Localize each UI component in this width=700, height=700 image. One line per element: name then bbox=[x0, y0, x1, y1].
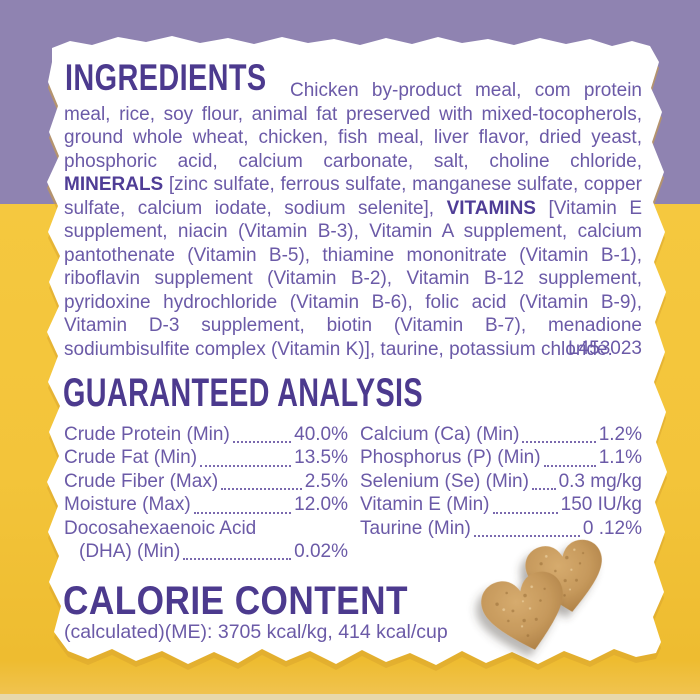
analysis-label: Docosahexaenoic Acid bbox=[64, 517, 257, 539]
dot-leader bbox=[492, 511, 558, 514]
analysis-row: (DHA) (Min) 0.02% bbox=[64, 541, 348, 564]
analysis-value: 0.3 mg/kg bbox=[558, 470, 642, 492]
kibble-heart bbox=[481, 571, 563, 650]
analysis-row: Vitamin E (Min) 150 IU/kg bbox=[360, 494, 642, 517]
ingredients-paragraph: Chicken by-product meal, com protein mea… bbox=[64, 62, 642, 361]
lot-code: L453023 bbox=[568, 337, 642, 359]
analysis-label: Phosphorus (P) (Min) bbox=[360, 447, 541, 469]
guaranteed-analysis-heading: GUARANTEED ANALYSIS bbox=[63, 371, 563, 415]
bag-bottom-edge bbox=[0, 694, 700, 700]
ingredients-text: Chicken by-product meal, com protein mea… bbox=[64, 80, 642, 172]
dot-leader bbox=[183, 558, 292, 561]
dot-leader bbox=[531, 488, 556, 491]
analysis-row: Phosphorus (P) (Min) 1.1% bbox=[360, 447, 642, 470]
vitamins-list: [Vitamin E supplement, niacin (Vitamin B… bbox=[64, 197, 642, 360]
vitamins-label: VITAMINS bbox=[446, 197, 536, 219]
ingredients-heading: INGREDIENTS bbox=[65, 59, 323, 96]
analysis-value: 2.5% bbox=[304, 470, 348, 492]
analysis-label: Crude Fiber (Max) bbox=[64, 470, 219, 492]
analysis-row: Calcium (Ca) (Min) 1.2% bbox=[360, 424, 642, 447]
minerals-label: MINERALS bbox=[64, 174, 164, 195]
analysis-value: 40.0% bbox=[294, 424, 348, 445]
dot-leader bbox=[473, 534, 580, 537]
analysis-row: Docosahexaenoic Acid bbox=[64, 518, 348, 541]
guaranteed-analysis-left-column: Crude Protein (Min) 40.0% Crude Fat (Min)… bbox=[64, 424, 348, 564]
analysis-value: 1.1% bbox=[598, 447, 642, 469]
guaranteed-analysis-heading-text: GUARANTEED ANALYSIS bbox=[63, 371, 423, 415]
analysis-value: 150 IU/kg bbox=[560, 494, 642, 516]
kibble-hearts-photo bbox=[481, 539, 602, 650]
dot-leader bbox=[200, 464, 292, 467]
analysis-label: Crude Fat (Min) bbox=[64, 447, 198, 469]
analysis-label: Moisture (Max) bbox=[64, 494, 191, 516]
dot-leader bbox=[232, 441, 292, 444]
analysis-label: (DHA) (Min) bbox=[79, 540, 181, 562]
analysis-value: 1.2% bbox=[598, 424, 642, 445]
guaranteed-analysis-right-column: Calcium (Ca) (Min) 1.2% Phosphorus (P) (M… bbox=[360, 424, 642, 564]
ingredients-section: INGREDIENTS Chicken by-product meal, com… bbox=[64, 59, 642, 361]
analysis-label: Calcium (Ca) (Min) bbox=[360, 424, 520, 445]
dot-leader bbox=[543, 464, 596, 467]
analysis-row: Selenium (Se) (Min) 0.3 mg/kg bbox=[360, 471, 642, 494]
analysis-value: 12.0% bbox=[294, 494, 348, 516]
analysis-row: Moisture (Max) 12.0% bbox=[64, 494, 348, 517]
calorie-content-heading: CALORIE CONTENT bbox=[63, 579, 455, 623]
analysis-row: Taurine (Min) 0 .12% bbox=[360, 518, 642, 541]
analysis-label: Taurine (Min) bbox=[360, 517, 471, 539]
analysis-value: 0 .12% bbox=[582, 517, 642, 539]
calorie-content-details: (calculated)(ME): 3705 kcal/kg, 414 kcal… bbox=[64, 621, 448, 643]
dot-leader bbox=[221, 488, 302, 491]
analysis-value: 13.5% bbox=[294, 447, 348, 469]
dot-leader bbox=[522, 441, 596, 444]
guaranteed-analysis-table: Crude Protein (Min) 40.0% Crude Fat (Min)… bbox=[64, 424, 642, 564]
torn-paper bbox=[47, 36, 667, 665]
analysis-value: 0.02% bbox=[294, 540, 348, 562]
analysis-row: Crude Fiber (Max) 2.5% bbox=[64, 471, 348, 494]
ingredients-heading-text: INGREDIENTS bbox=[65, 57, 267, 98]
analysis-row: Crude Protein (Min) 40.0% bbox=[64, 424, 348, 447]
analysis-row: Crude Fat (Min) 13.5% bbox=[64, 447, 348, 470]
minerals-list: [zinc sulfate, ferrous sulfate, manganes… bbox=[64, 174, 642, 219]
analysis-label: Crude Protein (Min) bbox=[64, 424, 230, 445]
calorie-content-heading-text: CALORIE CONTENT bbox=[63, 579, 408, 623]
analysis-label: Selenium (Se) (Min) bbox=[360, 470, 529, 492]
analysis-label: Vitamin E (Min) bbox=[360, 494, 490, 516]
dot-leader bbox=[193, 511, 292, 514]
